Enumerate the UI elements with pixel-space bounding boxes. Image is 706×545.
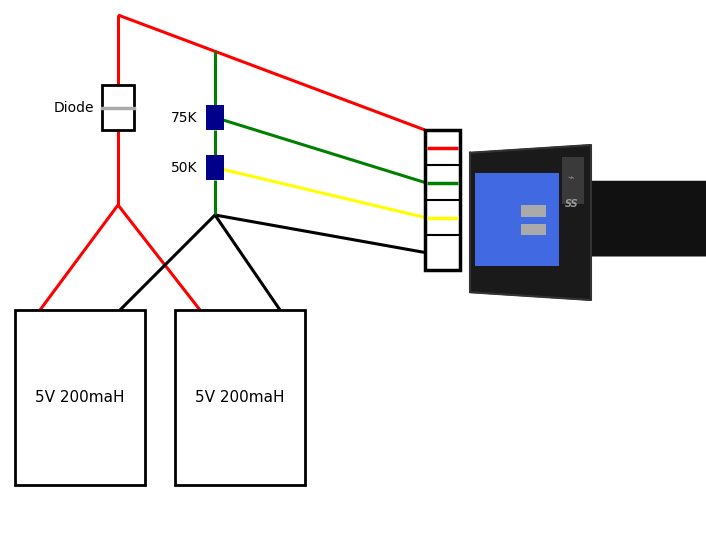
Polygon shape <box>470 145 591 300</box>
Text: ⌁: ⌁ <box>568 174 575 184</box>
Bar <box>206 105 224 130</box>
Text: 50K: 50K <box>171 160 197 174</box>
Bar <box>563 158 585 204</box>
Bar <box>102 85 134 130</box>
Text: 5V 200maH: 5V 200maH <box>196 390 285 405</box>
Bar <box>206 155 224 180</box>
Bar <box>425 130 460 270</box>
Bar <box>15 310 145 485</box>
Bar <box>521 224 546 235</box>
Text: 5V 200maH: 5V 200maH <box>35 390 125 405</box>
Text: Diode: Diode <box>54 100 94 114</box>
FancyBboxPatch shape <box>566 181 706 257</box>
Bar <box>175 310 305 485</box>
Bar <box>521 205 546 216</box>
Text: SS: SS <box>564 199 578 209</box>
Text: 75K: 75K <box>171 111 197 124</box>
Bar <box>475 173 558 266</box>
